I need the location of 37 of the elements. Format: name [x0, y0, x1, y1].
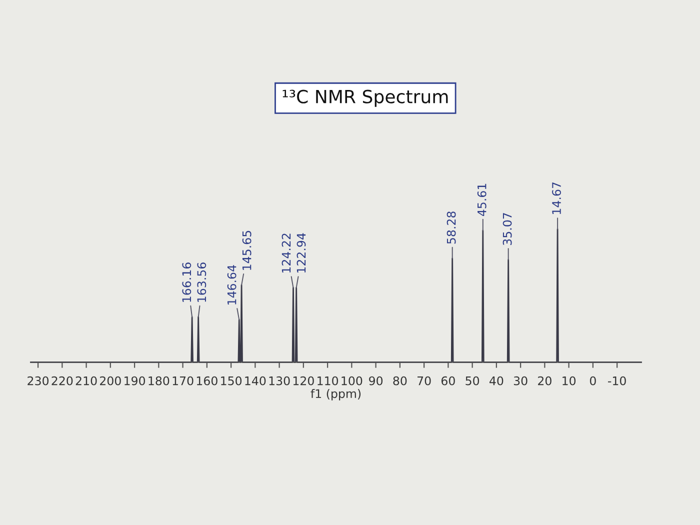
x-tick-label: -10	[608, 376, 626, 386]
x-tick-label: 40	[490, 376, 504, 386]
x-tick-label: 70	[418, 376, 431, 386]
x-tick-label: 0	[590, 376, 596, 386]
annotation: 14.67	[552, 182, 561, 214]
annotation: 166.16	[182, 262, 192, 302]
x-tick-label: 50	[466, 376, 480, 386]
x-tick-label: 190	[124, 376, 146, 386]
annotation: 163.56	[197, 262, 206, 302]
x-tick-label: 120	[293, 376, 314, 386]
annotation: 124.22	[282, 234, 291, 273]
annotation: 45.61	[477, 184, 486, 216]
x-tick-label: 180	[148, 376, 170, 386]
x-tick-label: 80	[393, 376, 407, 386]
annotation: 58.28	[446, 212, 456, 244]
x-tick-label: 130	[269, 376, 290, 386]
annotation: 145.65	[242, 230, 252, 270]
chart-title: ¹³C NMR Spectrum	[282, 90, 448, 107]
x-tick-label: 20	[538, 376, 552, 386]
x-tick-label: 170	[172, 376, 194, 386]
x-tick-label: 30	[514, 376, 528, 386]
x-tick-label: 200	[100, 376, 121, 386]
x-axis-title: f1 (ppm)	[310, 388, 361, 400]
x-tick-label: 160	[196, 376, 218, 386]
x-tick-label: 10	[562, 376, 576, 386]
x-tick-label: 60	[442, 376, 455, 386]
x-tick-label: 90	[369, 376, 383, 386]
x-tick-label: 220	[52, 376, 73, 386]
x-tick-label: 100	[342, 376, 362, 386]
x-tick-label: 150	[221, 376, 242, 386]
annotation: 146.64	[227, 265, 236, 304]
x-tick-label: 210	[76, 376, 97, 386]
annotation: 122.94	[296, 233, 306, 273]
x-tick-label: 140	[245, 376, 266, 386]
x-tick-label: 230	[28, 376, 49, 386]
x-tick-label: 110	[318, 376, 338, 386]
annotation: 35.07	[502, 213, 512, 245]
